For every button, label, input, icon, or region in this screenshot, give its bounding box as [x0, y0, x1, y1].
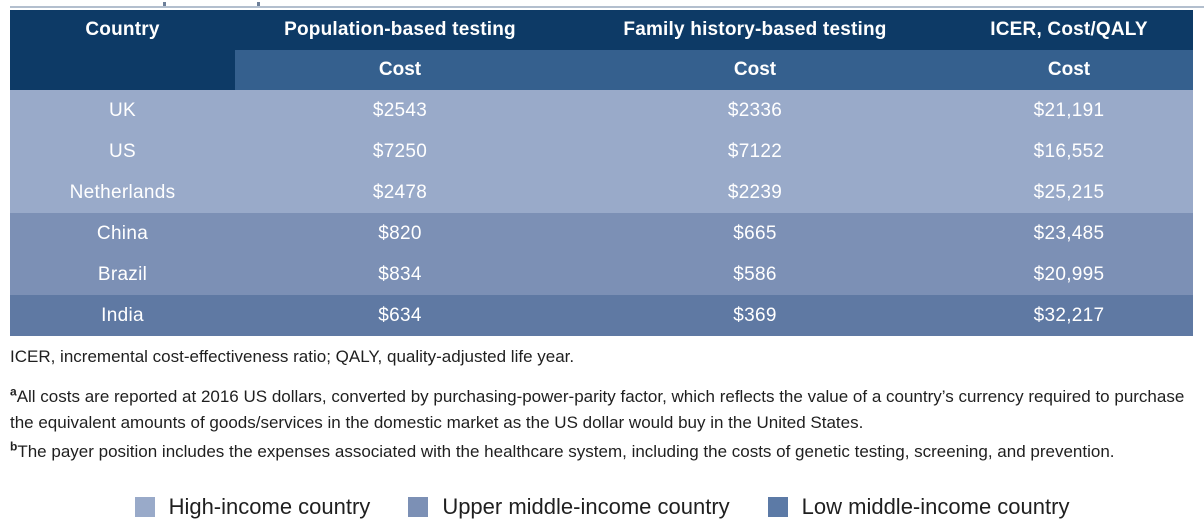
column-header-family-history-based-testing: Family history-based testing [623, 19, 887, 40]
cell-country: India [101, 304, 144, 326]
cell-population-cost: $2478 [372, 181, 428, 203]
table-body: UK $2543 $2336 $21,191 US $7250 $7122 $16,552 Ne… [10, 90, 1193, 336]
cell-family-cost: $369 [733, 304, 777, 326]
cost-comparison-table: Country Population-based testing Family … [10, 10, 1193, 336]
cell-icer-cost: $20,995 [1033, 263, 1105, 285]
table-row-china: China $820 $665 $23,485 [10, 213, 1193, 254]
abbreviations-note: ICER, incremental cost-effectiveness rat… [10, 347, 575, 366]
cell-country: Brazil [97, 263, 148, 285]
legend-label: High-income country [168, 494, 371, 519]
cell-population-cost: $834 [378, 263, 422, 285]
legend-swatch-icon [134, 497, 155, 517]
cell-family-cost: $2239 [727, 181, 783, 203]
cell-icer-cost: $25,215 [1033, 181, 1105, 203]
cropped-text-remnant [257, 2, 260, 6]
footnote-a: aAll costs are reported at 2016 US dolla… [10, 384, 1195, 436]
table-row-us: US $7250 $7122 $16,552 [10, 131, 1193, 172]
cell-country: US [109, 140, 136, 162]
subheader-country-spacer [10, 50, 235, 90]
table-subheader-row: Cost Cost Cost [10, 50, 1193, 90]
cell-family-cost: $7122 [727, 140, 783, 162]
footnote-b-text: The payer position includes the expenses… [17, 442, 1115, 461]
cell-family-cost: $2336 [727, 99, 783, 121]
column-header-icer-cost-qaly: ICER, Cost/QALY [990, 19, 1148, 40]
table-row-uk: UK $2543 $2336 $21,191 [10, 90, 1193, 131]
table-header-row: Country Population-based testing Family … [10, 10, 1193, 50]
legend-item: Upper middle-income country [408, 494, 730, 520]
cell-icer-cost: $23,485 [1033, 222, 1105, 244]
legend-label: Upper middle-income country [442, 494, 730, 519]
footnote-a-text: All costs are reported at 2016 US dollar… [10, 387, 1185, 432]
cropped-content-edge [10, 6, 1204, 8]
legend-item: High-income country [134, 494, 371, 520]
cell-icer-cost: $32,217 [1033, 304, 1105, 326]
cell-family-cost: $665 [733, 222, 777, 244]
legend-label: Low middle-income country [801, 494, 1070, 519]
cell-country: UK [109, 99, 136, 121]
footnote-b-marker: b [10, 439, 18, 454]
legend: High-income country Upper middle-income c… [0, 494, 1204, 520]
cell-icer-cost: $21,191 [1033, 99, 1105, 121]
legend-swatch-icon [408, 497, 429, 517]
column-header-population-based-testing: Population-based testing [284, 19, 516, 40]
cell-family-cost: $586 [733, 263, 777, 285]
cell-country: China [96, 222, 149, 244]
legend-swatch-icon [767, 497, 788, 517]
legend-item: Low middle-income country [767, 494, 1070, 520]
footnote-b: bThe payer position includes the expense… [10, 439, 1195, 465]
column-header-country: Country [85, 19, 160, 40]
cell-icer-cost: $16,552 [1033, 140, 1105, 162]
cell-country: Netherlands [69, 181, 176, 203]
table-row-brazil: Brazil $834 $586 $20,995 [10, 254, 1193, 295]
cropped-text-remnant [163, 2, 166, 6]
footnote-a-marker: a [10, 384, 17, 399]
cell-population-cost: $634 [378, 304, 422, 326]
subheader-cost-icer: Cost [945, 50, 1193, 90]
subheader-cost-population: Cost [235, 50, 565, 90]
cell-population-cost: $2543 [372, 99, 428, 121]
table-row-india: India $634 $369 $32,217 [10, 295, 1193, 336]
cell-population-cost: $7250 [372, 140, 428, 162]
table-row-netherlands: Netherlands $2478 $2239 $25,215 [10, 172, 1193, 213]
subheader-cost-family: Cost [565, 50, 945, 90]
cell-population-cost: $820 [378, 222, 422, 244]
